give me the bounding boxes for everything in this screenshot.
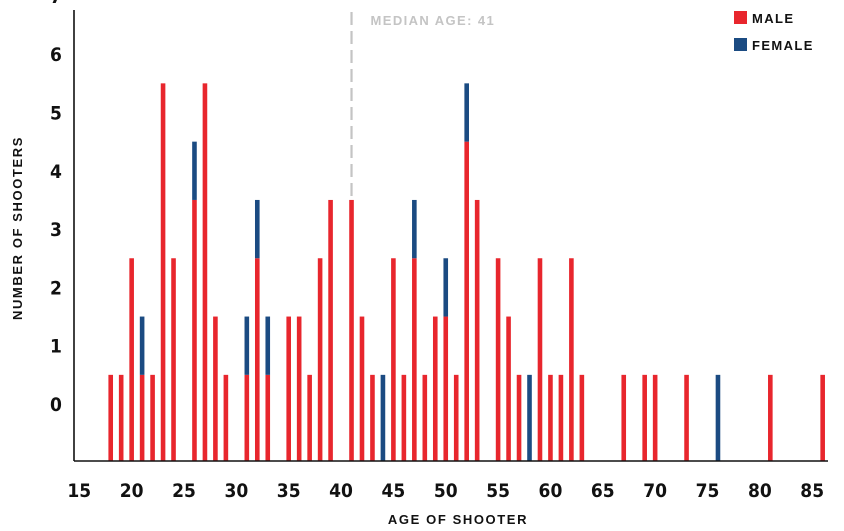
legend-female-label: FEMALE — [752, 38, 814, 53]
bar-male-age-56 — [506, 316, 511, 461]
bar-male-age-73 — [684, 374, 689, 461]
x-tick-55: 55 — [486, 480, 510, 502]
y-axis-title: NUMBER OF SHOOTERS — [10, 136, 25, 320]
bar-male-age-32 — [254, 258, 260, 461]
bar-female-age-21 — [139, 316, 145, 375]
y-tick-1: 1 — [50, 336, 62, 358]
bar-male-age-42 — [359, 316, 365, 461]
x-tick-15: 15 — [67, 480, 91, 502]
bar-male-age-46 — [401, 374, 407, 461]
bar-male-age-27 — [202, 83, 208, 461]
bars — [108, 83, 825, 461]
bar-male-age-33 — [265, 374, 271, 461]
y-tick-labels: 0 1 2 3 4 5 6 7 — [50, 0, 62, 416]
bar-male-age-24 — [171, 258, 176, 461]
x-tick-60: 60 — [539, 480, 563, 502]
bar-female-age-32 — [254, 199, 260, 259]
x-tick-85: 85 — [800, 480, 824, 502]
x-tick-75: 75 — [696, 480, 720, 502]
y-tick-0: 0 — [50, 394, 62, 416]
bar-male-age-47 — [412, 258, 417, 461]
bar-male-age-53 — [474, 199, 480, 461]
x-tick-40: 40 — [329, 480, 353, 502]
bar-male-age-57 — [516, 374, 522, 461]
bar-male-age-62 — [569, 258, 574, 461]
x-tick-70: 70 — [643, 480, 667, 502]
bar-male-age-19 — [118, 374, 124, 461]
median-marker: MEDIAN AGE: 41 — [350, 12, 496, 461]
y-tick-5: 5 — [50, 103, 62, 125]
bar-male-age-35 — [286, 316, 291, 461]
x-tick-65: 65 — [591, 480, 615, 502]
bar-male-age-29 — [223, 374, 229, 461]
bar-male-age-31 — [244, 374, 250, 461]
bar-male-age-38 — [317, 258, 323, 461]
legend-female-swatch — [734, 38, 747, 51]
median-label: MEDIAN AGE: 41 — [371, 13, 496, 28]
x-tick-50: 50 — [434, 480, 458, 502]
y-tick-3: 3 — [50, 219, 62, 241]
bar-male-age-67 — [621, 374, 627, 461]
x-tick-35: 35 — [277, 480, 301, 502]
x-axis-title: AGE OF SHOOTER — [388, 512, 528, 527]
y-tick-6: 6 — [50, 44, 62, 66]
bar-male-age-48 — [422, 374, 428, 461]
bar-male-age-21 — [139, 374, 145, 461]
x-tick-20: 20 — [120, 480, 144, 502]
legend-male-swatch — [734, 11, 747, 24]
bar-male-age-50 — [443, 316, 449, 461]
bar-female-age-26 — [192, 141, 197, 200]
y-tick-2: 2 — [50, 277, 62, 299]
x-tick-45: 45 — [382, 480, 406, 502]
bar-female-age-52 — [464, 83, 469, 142]
bar-female-age-31 — [244, 316, 250, 375]
y-tick-7: 7 — [50, 0, 62, 8]
bar-male-age-36 — [296, 316, 302, 461]
bar-male-age-60 — [548, 374, 553, 461]
bar-male-age-52 — [464, 141, 469, 461]
bar-male-age-63 — [579, 374, 585, 461]
bar-male-age-41 — [349, 199, 354, 461]
y-tick-4: 4 — [50, 161, 62, 183]
bar-male-age-86 — [820, 374, 825, 461]
bar-female-age-58 — [527, 374, 532, 461]
bar-male-age-81 — [768, 374, 773, 461]
legend: MALE FEMALE — [734, 11, 814, 53]
legend-male-label: MALE — [752, 11, 794, 26]
bar-male-age-23 — [160, 83, 166, 461]
bar-male-age-55 — [495, 258, 501, 461]
x-tick-80: 80 — [748, 480, 772, 502]
bar-female-age-47 — [412, 199, 417, 259]
bar-male-age-26 — [192, 199, 197, 461]
bar-male-age-22 — [150, 374, 155, 461]
bar-male-age-69 — [642, 374, 647, 461]
bar-male-age-51 — [453, 374, 459, 461]
bar-female-age-33 — [265, 316, 271, 375]
bar-female-age-44 — [380, 374, 386, 461]
bar-male-age-28 — [213, 316, 218, 461]
bar-female-age-50 — [443, 258, 449, 317]
bar-female-age-76 — [715, 374, 721, 461]
x-tick-labels: 15 20 25 30 35 40 45 50 55 60 65 70 75 80 85 — [67, 480, 824, 502]
bar-male-age-61 — [558, 374, 564, 461]
x-tick-30: 30 — [224, 480, 248, 502]
bar-male-age-37 — [307, 374, 312, 461]
bar-male-age-45 — [391, 258, 396, 461]
x-tick-25: 25 — [172, 480, 196, 502]
bar-male-age-70 — [652, 374, 658, 461]
bar-male-age-20 — [129, 258, 134, 461]
bar-male-age-18 — [108, 374, 114, 461]
bar-male-age-39 — [328, 199, 333, 461]
bar-male-age-43 — [370, 374, 375, 461]
bar-male-age-49 — [432, 316, 438, 461]
bar-male-age-59 — [537, 258, 543, 461]
